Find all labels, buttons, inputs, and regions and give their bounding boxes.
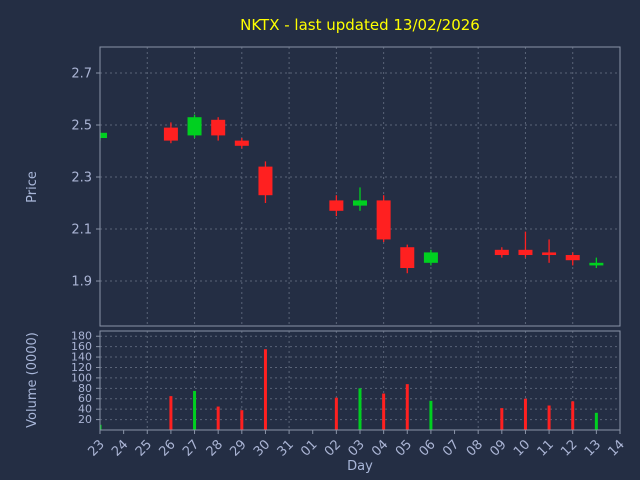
day-axis-label: Day [347, 459, 373, 474]
volume-bar-12 [571, 401, 575, 430]
day-tick-label: 14 [606, 437, 628, 459]
day-tick-label: 04 [369, 437, 391, 459]
day-tick-label: 27 [180, 437, 202, 459]
day-tick-label: 10 [511, 437, 533, 459]
volume-bar-10 [523, 398, 527, 430]
volume-bar-05 [405, 384, 409, 430]
day-tick-label: 09 [487, 437, 509, 459]
volume-bar-13 [594, 412, 598, 430]
day-tick-label: 13 [582, 437, 604, 459]
day-tick-label: 31 [275, 437, 297, 459]
volume-bar-06 [429, 400, 433, 430]
volume-bar-29 [240, 410, 244, 430]
volume-tick-label: 100 [71, 371, 92, 384]
day-tick-label: 23 [86, 437, 108, 459]
day-tick-label: 29 [227, 437, 249, 459]
candles [100, 114, 604, 274]
candle-body-27 [187, 117, 202, 136]
candle-body-11 [542, 252, 557, 256]
volume-bar-26 [169, 396, 173, 430]
price-tick-label: 2.3 [71, 171, 92, 186]
volume-tick-label: 80 [78, 382, 92, 395]
day-tick-label: 03 [346, 437, 368, 459]
candle-body-12 [565, 255, 580, 261]
volume-bar-28 [216, 406, 220, 430]
volume-tick-label: 120 [71, 361, 92, 374]
candle-body-23 [100, 132, 107, 139]
day-tick-label: 24 [109, 437, 131, 459]
candle-body-06 [423, 252, 438, 263]
candle-body-04 [376, 200, 391, 240]
candle-body-10 [518, 249, 533, 256]
volume-bar-11 [547, 405, 551, 430]
volume-axis-label: Volume (0000) [25, 332, 40, 428]
day-tick-label: 11 [535, 437, 557, 459]
day-tick-label: 01 [298, 437, 320, 459]
candle-body-05 [400, 247, 415, 269]
volume-tick-label: 160 [71, 340, 92, 353]
volume-bar-04 [382, 393, 386, 430]
day-tick-label: 05 [393, 437, 415, 459]
candle-body-30 [258, 166, 273, 196]
candle-body-09 [494, 249, 509, 256]
volume-bar-03 [358, 388, 362, 430]
day-tick-label: 30 [251, 437, 273, 459]
volume-tick-label: 20 [78, 413, 92, 426]
price-panel-border [99, 46, 621, 327]
candle-body-02 [329, 200, 344, 211]
volume-bars [100, 349, 598, 430]
day-tick-label: 26 [156, 437, 178, 459]
volume-tick-label: 40 [78, 403, 92, 416]
volume-bar-09 [500, 408, 504, 430]
volume-bar-02 [334, 397, 338, 430]
volume-bar-23 [100, 424, 102, 430]
day-tick-label: 02 [322, 437, 344, 459]
volume-bar-27 [193, 390, 197, 430]
day-tick-label: 06 [416, 437, 438, 459]
volume-tick-label: 60 [78, 392, 92, 405]
volume-tick-label: 180 [71, 330, 92, 343]
chart-title: NKTX - last updated 13/02/2026 [240, 16, 480, 34]
candle-body-13 [589, 262, 604, 266]
price-tick-label: 2.1 [71, 223, 92, 238]
price-axis-label: Price [25, 171, 40, 203]
price-tick-label: 2.5 [71, 119, 92, 134]
day-tick-label: 08 [464, 437, 486, 459]
candle-body-03 [353, 200, 367, 206]
volume-tick-label: 140 [71, 351, 92, 364]
day-tick-label: 07 [440, 437, 462, 459]
day-tick-label: 12 [558, 437, 580, 459]
candle-body-29 [234, 140, 249, 146]
day-tick-label: 28 [204, 437, 226, 459]
gridlines [99, 47, 621, 430]
price-tick-label: 2.7 [71, 67, 92, 82]
candle-body-26 [163, 127, 178, 141]
candle-body-28 [211, 119, 226, 136]
price-tick-label: 1.9 [71, 275, 92, 290]
volume-bar-30 [263, 349, 267, 430]
day-tick-label: 25 [133, 437, 155, 459]
